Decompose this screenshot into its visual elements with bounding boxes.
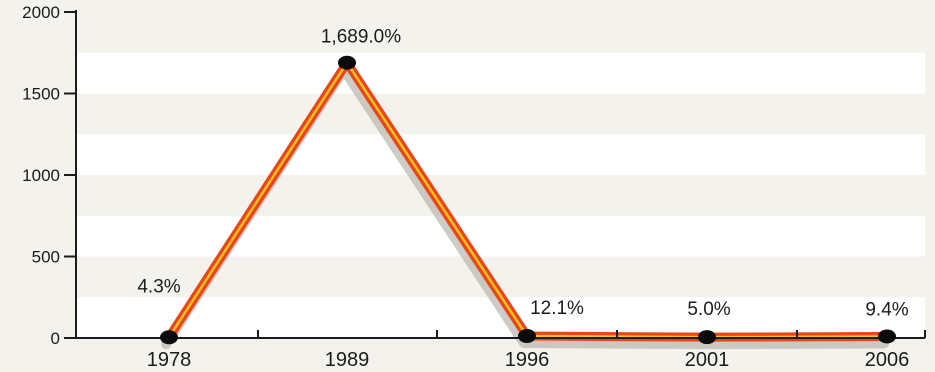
- data-label: 4.3%: [137, 276, 180, 297]
- grid-band: [76, 52, 925, 94]
- data-label: 12.1%: [530, 298, 584, 319]
- x-axis-ticks: 1978 1989 1996 2001 2006: [75, 330, 926, 371]
- data-point: [160, 330, 178, 345]
- y-tick-label: 1500: [22, 85, 60, 104]
- data-markers: [160, 55, 896, 345]
- data-point: [338, 55, 356, 70]
- series-line: [164, 58, 892, 342]
- x-tick-label: 2006: [865, 349, 910, 371]
- series-line-outer: [164, 58, 892, 342]
- y-tick-label: 2000: [22, 3, 60, 22]
- data-point: [518, 329, 536, 344]
- y-axis-ticks: 0 500 1000 1500 2000: [22, 3, 76, 348]
- grid-band: [76, 134, 925, 175]
- grid-band: [76, 215, 925, 257]
- x-tick-label: 1996: [505, 349, 550, 371]
- y-tick-label: 0: [51, 329, 60, 348]
- x-tick-label: 1978: [147, 349, 192, 371]
- x-tick-label: 2001: [685, 349, 730, 371]
- y-tick-label: 1000: [22, 166, 60, 185]
- y-tick-label: 500: [32, 248, 60, 267]
- x-tick-label: 1989: [325, 349, 370, 371]
- data-label: 5.0%: [687, 299, 730, 320]
- data-labels: 4.3% 1,689.0% 12.1% 5.0% 9.4%: [137, 27, 908, 321]
- data-label: 9.4%: [865, 299, 908, 320]
- data-point: [878, 329, 896, 344]
- data-label: 1,689.0%: [321, 27, 401, 48]
- series-line-inner: [167, 61, 889, 339]
- data-point: [698, 330, 716, 345]
